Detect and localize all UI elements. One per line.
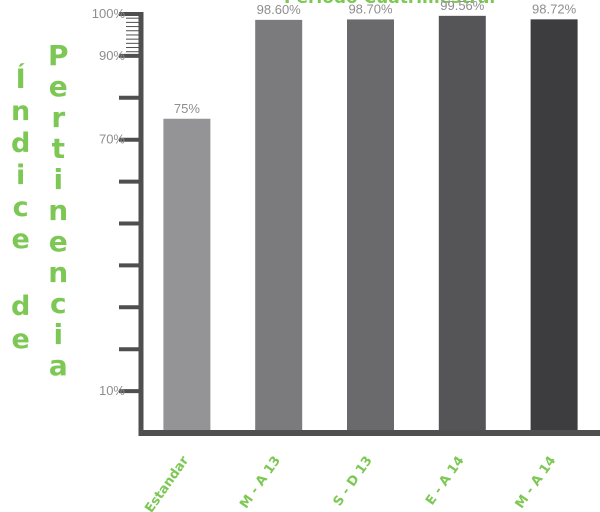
bar-data-label: 99.56%	[440, 0, 485, 13]
x-axis-tick-label: M - A 13	[237, 454, 284, 512]
y-axis-tick-label: 90%	[99, 48, 125, 63]
x-axis-tick-label: M - A 14	[513, 454, 560, 512]
chart-title: Periodo Cuatrimestral	[284, 0, 495, 8]
y-axis-tick-label: 70%	[99, 132, 125, 147]
bar	[438, 15, 486, 434]
bar-data-label: 98.70%	[348, 1, 393, 16]
y-axis-tick-label: 10%	[99, 383, 125, 398]
x-axis-tick-label: E - A 14	[423, 454, 467, 508]
y-axis-tick-label: 100%	[92, 6, 126, 21]
bar	[530, 19, 578, 434]
bar	[163, 118, 211, 433]
bar	[347, 19, 394, 434]
bar-data-label: 75%	[174, 101, 200, 116]
x-axis-tick-label: S - D 13	[331, 454, 376, 509]
bar-data-label: 98.60%	[257, 2, 302, 17]
bar-data-label: 98.72%	[532, 1, 577, 16]
bar	[255, 19, 303, 434]
x-axis-tick-label: Estandar	[142, 453, 192, 512]
